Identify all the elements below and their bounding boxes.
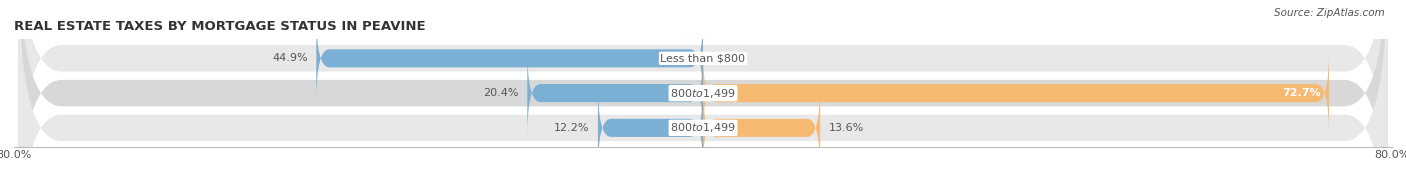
Text: 20.4%: 20.4% (484, 88, 519, 98)
Text: 72.7%: 72.7% (1282, 88, 1320, 98)
FancyBboxPatch shape (598, 85, 703, 171)
FancyBboxPatch shape (18, 0, 1388, 196)
Text: $800 to $1,499: $800 to $1,499 (671, 87, 735, 100)
Text: Source: ZipAtlas.com: Source: ZipAtlas.com (1274, 8, 1385, 18)
Text: 13.6%: 13.6% (828, 123, 863, 133)
Text: 0.0%: 0.0% (711, 53, 740, 63)
Text: 44.9%: 44.9% (273, 53, 308, 63)
Text: $800 to $1,499: $800 to $1,499 (671, 121, 735, 134)
FancyBboxPatch shape (703, 85, 820, 171)
FancyBboxPatch shape (18, 0, 1388, 196)
FancyBboxPatch shape (18, 0, 1388, 196)
FancyBboxPatch shape (527, 50, 703, 136)
FancyBboxPatch shape (316, 15, 703, 102)
Text: 12.2%: 12.2% (554, 123, 589, 133)
FancyBboxPatch shape (703, 50, 1329, 136)
Text: Less than $800: Less than $800 (661, 53, 745, 63)
Text: REAL ESTATE TAXES BY MORTGAGE STATUS IN PEAVINE: REAL ESTATE TAXES BY MORTGAGE STATUS IN … (14, 20, 426, 33)
